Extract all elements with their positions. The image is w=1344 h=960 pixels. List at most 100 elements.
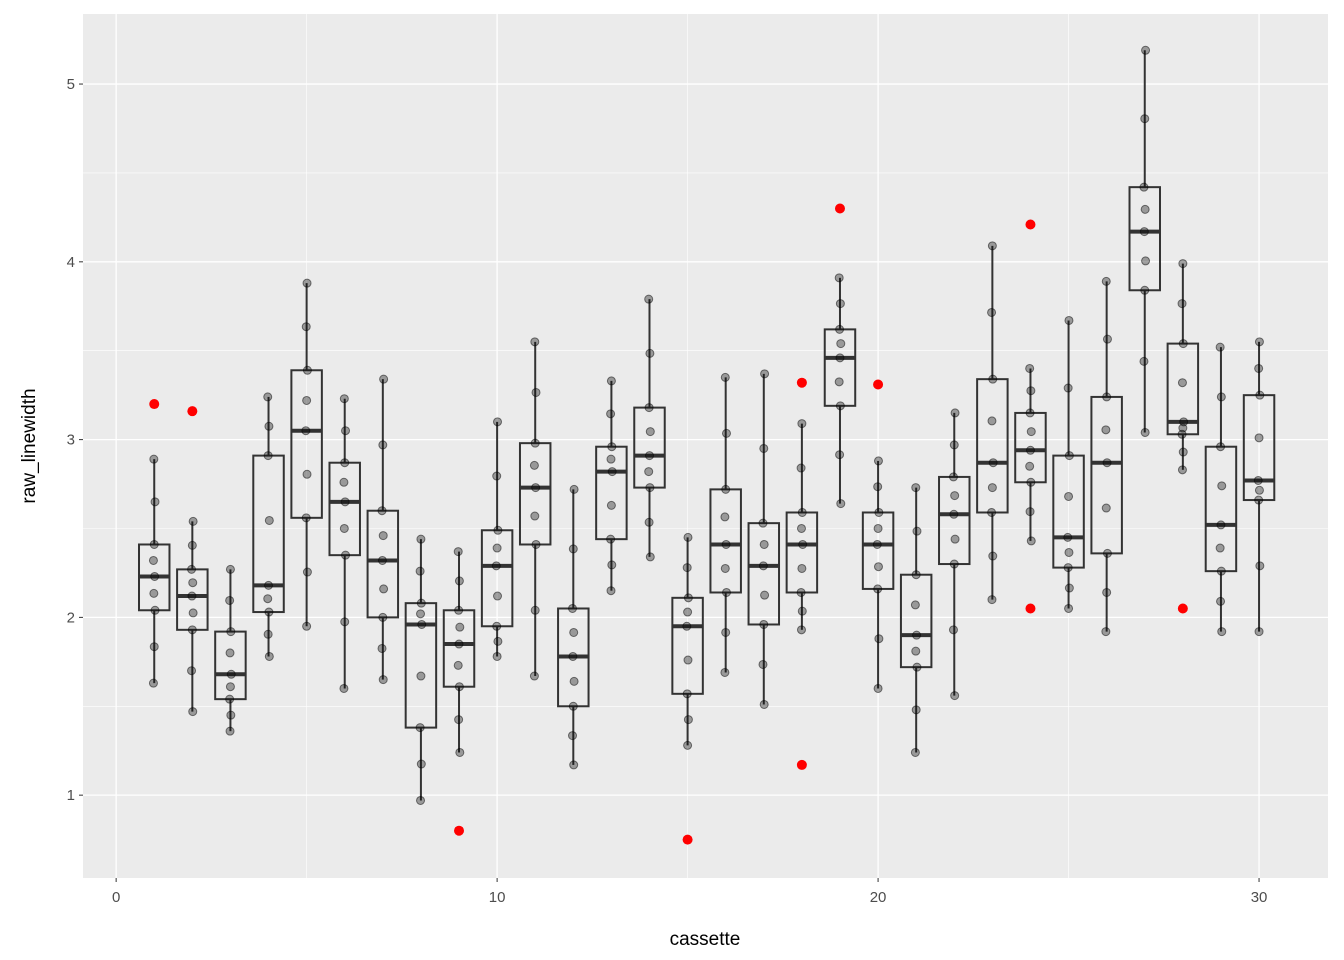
box xyxy=(442,609,476,688)
data-point xyxy=(569,676,579,686)
data-point xyxy=(1255,390,1265,400)
data-point xyxy=(264,421,274,431)
y-tick-label: 2 xyxy=(67,609,75,626)
data-point xyxy=(1216,566,1226,576)
box-cassette-22 xyxy=(938,408,971,701)
data-point xyxy=(949,509,959,519)
data-point xyxy=(1177,378,1187,388)
data-point xyxy=(264,651,274,661)
data-point xyxy=(1102,587,1112,597)
data-point xyxy=(760,369,770,379)
data-point xyxy=(721,587,731,597)
data-point xyxy=(1101,627,1111,637)
data-point xyxy=(758,518,768,528)
data-point xyxy=(454,682,464,692)
data-point xyxy=(1025,363,1035,373)
data-point xyxy=(1140,114,1150,124)
data-point xyxy=(988,551,998,561)
data-point xyxy=(873,482,883,492)
panel-background xyxy=(83,14,1328,878)
data-point xyxy=(682,689,692,699)
data-point xyxy=(454,605,464,615)
data-point xyxy=(607,467,617,477)
data-point xyxy=(188,578,198,588)
data-point xyxy=(759,619,769,629)
data-point xyxy=(1102,458,1112,468)
data-point xyxy=(910,747,920,757)
box xyxy=(785,511,819,594)
box xyxy=(1014,411,1047,484)
data-point xyxy=(568,731,578,741)
data-point xyxy=(416,609,426,619)
data-point xyxy=(645,348,655,358)
data-point xyxy=(835,401,845,411)
y-tick-label: 3 xyxy=(67,432,75,449)
data-point xyxy=(530,337,540,347)
y-axis-title: raw_linewidth xyxy=(19,388,40,503)
data-point xyxy=(150,497,160,507)
data-point xyxy=(1026,536,1036,546)
data-point xyxy=(1025,461,1035,471)
box xyxy=(366,509,400,619)
data-point xyxy=(911,646,921,656)
data-point xyxy=(339,394,349,404)
data-point xyxy=(682,621,692,631)
x-tick-label: 0 xyxy=(112,889,120,906)
data-point xyxy=(1217,481,1227,491)
box-cassette-6 xyxy=(328,394,361,693)
x-tick-label: 10 xyxy=(489,889,506,906)
data-point xyxy=(683,715,693,725)
data-point xyxy=(872,539,882,549)
data-point xyxy=(339,683,349,693)
box-cassette-11 xyxy=(518,337,552,681)
data-point xyxy=(834,273,844,283)
data-point xyxy=(1141,45,1151,55)
data-point xyxy=(492,543,502,553)
box-cassette-9 xyxy=(442,547,476,836)
box-cassette-3 xyxy=(214,564,247,736)
data-point xyxy=(950,408,960,418)
outlier-point xyxy=(682,834,693,845)
box xyxy=(252,454,285,614)
data-point xyxy=(1254,337,1264,347)
data-point xyxy=(950,491,960,501)
data-point xyxy=(1026,386,1036,396)
data-point xyxy=(721,484,731,494)
data-point xyxy=(416,534,426,544)
data-point xyxy=(1140,285,1150,295)
data-point xyxy=(491,561,501,571)
data-point xyxy=(226,627,236,637)
data-point xyxy=(644,467,654,477)
data-point xyxy=(835,353,845,363)
data-point xyxy=(454,639,464,649)
data-point xyxy=(1140,204,1150,214)
data-point xyxy=(453,547,463,557)
data-point xyxy=(720,372,730,382)
data-point xyxy=(302,621,312,631)
data-point xyxy=(301,322,311,332)
data-point xyxy=(606,534,616,544)
data-point xyxy=(149,642,159,652)
data-point xyxy=(225,564,235,574)
box xyxy=(480,529,514,628)
data-point xyxy=(377,555,387,565)
data-point xyxy=(721,428,731,438)
data-point xyxy=(988,458,998,468)
data-point xyxy=(607,442,617,452)
box xyxy=(1242,394,1276,502)
data-point xyxy=(911,570,921,580)
data-point xyxy=(1063,383,1073,393)
data-point xyxy=(264,580,274,590)
data-point xyxy=(912,526,922,536)
data-point xyxy=(492,621,502,631)
data-point xyxy=(1253,475,1263,485)
data-point xyxy=(683,532,693,542)
data-point xyxy=(416,759,426,769)
data-point xyxy=(225,694,235,704)
data-point xyxy=(339,477,349,487)
data-point xyxy=(340,617,350,627)
data-point xyxy=(416,598,426,608)
data-point xyxy=(987,483,997,493)
data-point xyxy=(987,307,997,317)
